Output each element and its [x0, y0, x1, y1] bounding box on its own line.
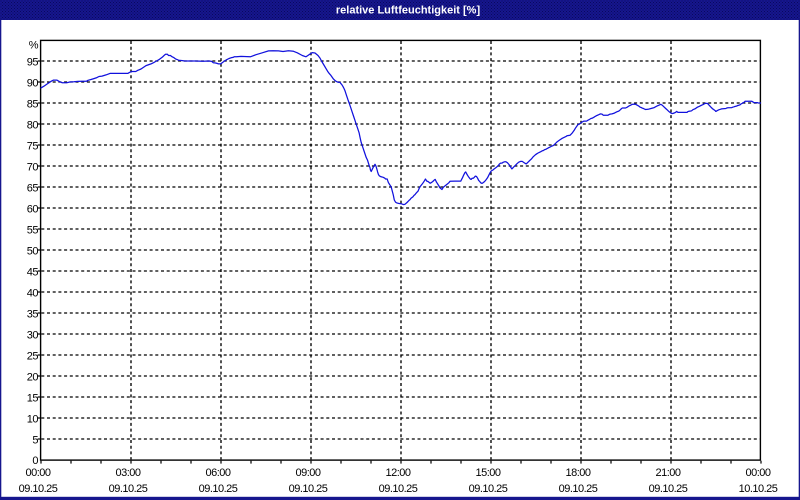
svg-text:30: 30 — [27, 329, 39, 341]
svg-text:09.10.25: 09.10.25 — [469, 483, 508, 495]
svg-text:09.10.25: 09.10.25 — [379, 483, 418, 495]
svg-text:0: 0 — [32, 455, 38, 467]
svg-text:03:00: 03:00 — [115, 467, 140, 479]
svg-text:18:00: 18:00 — [565, 467, 590, 479]
svg-text:70: 70 — [27, 161, 39, 173]
svg-text:21:00: 21:00 — [655, 467, 680, 479]
svg-text:75: 75 — [27, 140, 39, 152]
svg-text:09.10.25: 09.10.25 — [289, 483, 328, 495]
svg-text:00:00: 00:00 — [745, 467, 770, 479]
svg-text:10: 10 — [27, 413, 39, 425]
svg-text:95: 95 — [27, 56, 39, 68]
svg-text:40: 40 — [27, 287, 39, 299]
svg-text:15:00: 15:00 — [475, 467, 500, 479]
svg-text:09.10.25: 09.10.25 — [649, 483, 688, 495]
svg-text:12:00: 12:00 — [385, 467, 410, 479]
svg-text:90: 90 — [27, 77, 39, 89]
svg-text:65: 65 — [27, 182, 39, 194]
svg-text:09.10.25: 09.10.25 — [199, 483, 238, 495]
svg-text:45: 45 — [27, 266, 39, 278]
svg-text:09.10.25: 09.10.25 — [109, 483, 148, 495]
svg-text:5: 5 — [32, 434, 38, 446]
svg-text:35: 35 — [27, 308, 39, 320]
svg-text:50: 50 — [27, 245, 39, 257]
svg-text:25: 25 — [27, 350, 39, 362]
svg-text:%: % — [29, 40, 39, 52]
svg-text:85: 85 — [27, 98, 39, 110]
svg-text:15: 15 — [27, 392, 39, 404]
svg-text:09.10.25: 09.10.25 — [559, 483, 598, 495]
svg-text:00:00: 00:00 — [25, 467, 50, 479]
svg-text:09:00: 09:00 — [295, 467, 320, 479]
svg-text:20: 20 — [27, 371, 39, 383]
svg-text:relative Luftfeuchtigkeit [%]: relative Luftfeuchtigkeit [%] — [336, 5, 481, 17]
svg-text:60: 60 — [27, 203, 39, 215]
svg-text:10.10.25: 10.10.25 — [739, 483, 778, 495]
svg-text:06:00: 06:00 — [205, 467, 230, 479]
svg-text:80: 80 — [27, 119, 39, 131]
svg-text:09.10.25: 09.10.25 — [19, 483, 58, 495]
svg-text:55: 55 — [27, 224, 39, 236]
